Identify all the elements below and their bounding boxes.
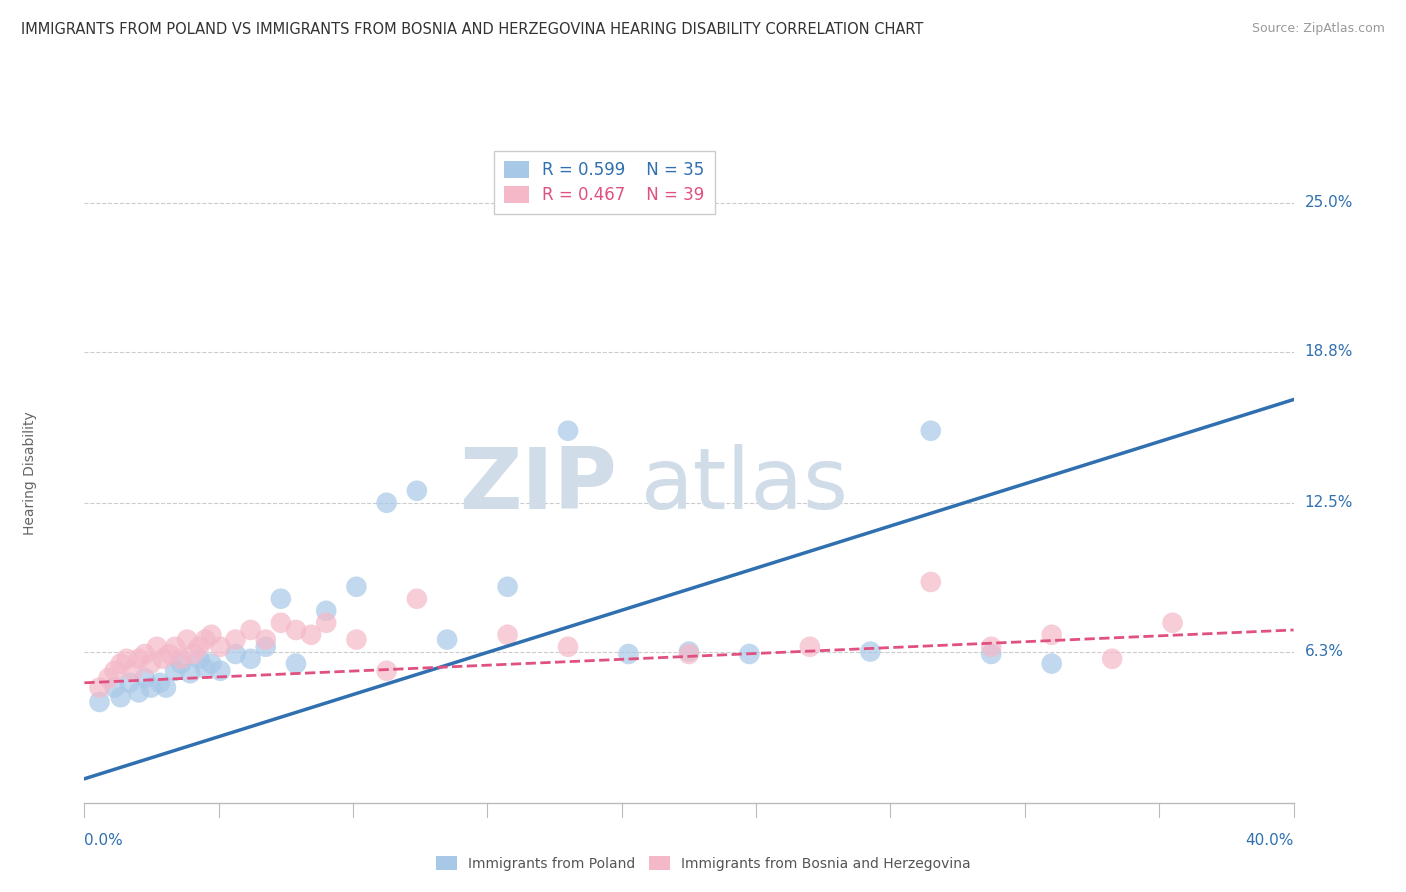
Point [284, 657, 308, 671]
Point [139, 657, 162, 671]
Point [110, 690, 132, 705]
Point [375, 664, 398, 678]
Point [188, 640, 211, 654]
Point [284, 623, 308, 637]
Point [239, 623, 262, 637]
Point [254, 632, 277, 647]
Point [170, 652, 193, 666]
Point [859, 644, 882, 658]
Point [194, 632, 217, 647]
Text: Source: ZipAtlas.com: Source: ZipAtlas.com [1251, 22, 1385, 36]
Point [270, 615, 292, 630]
Text: ZIP: ZIP [458, 444, 616, 527]
Text: 12.5%: 12.5% [1305, 495, 1353, 510]
Point [157, 647, 180, 661]
Point [738, 647, 761, 661]
Point [134, 647, 156, 661]
Text: 18.8%: 18.8% [1305, 344, 1353, 359]
Point [163, 664, 186, 678]
Point [496, 580, 519, 594]
Point [678, 647, 700, 661]
Point [170, 657, 193, 671]
Point [239, 652, 262, 666]
Point [346, 580, 368, 594]
Point [181, 647, 204, 661]
Point [225, 632, 247, 647]
Point [315, 604, 337, 618]
Point [299, 628, 322, 642]
Point [121, 664, 143, 678]
Text: 25.0%: 25.0% [1305, 195, 1353, 211]
Point [163, 640, 186, 654]
Point [179, 666, 201, 681]
Point [980, 640, 1002, 654]
Point [89, 681, 111, 695]
Point [110, 657, 132, 671]
Point [128, 685, 150, 699]
Point [128, 652, 150, 666]
Point [346, 632, 368, 647]
Point [920, 574, 942, 589]
Point [678, 644, 700, 658]
Point [188, 652, 211, 666]
Point [1040, 628, 1063, 642]
Point [270, 591, 292, 606]
Point [194, 661, 217, 675]
Point [980, 647, 1002, 661]
Point [146, 640, 169, 654]
Point [406, 591, 429, 606]
Point [225, 647, 247, 661]
Point [557, 640, 579, 654]
Text: IMMIGRANTS FROM POLAND VS IMMIGRANTS FROM BOSNIA AND HERZEGOVINA HEARING DISABIL: IMMIGRANTS FROM POLAND VS IMMIGRANTS FRO… [21, 22, 924, 37]
Point [200, 628, 222, 642]
Point [557, 424, 579, 438]
Point [149, 675, 172, 690]
Text: 6.3%: 6.3% [1305, 644, 1344, 659]
Legend: R = 0.599    N = 35, R = 0.467    N = 39: R = 0.599 N = 35, R = 0.467 N = 39 [494, 151, 714, 214]
Point [436, 632, 458, 647]
Point [799, 640, 821, 654]
Point [104, 664, 127, 678]
Point [617, 647, 640, 661]
Point [115, 652, 138, 666]
Point [139, 681, 162, 695]
Point [406, 483, 429, 498]
Point [104, 681, 127, 695]
Point [134, 671, 156, 685]
Text: 0.0%: 0.0% [84, 833, 124, 848]
Point [176, 632, 198, 647]
Point [200, 657, 222, 671]
Point [375, 496, 398, 510]
Point [1040, 657, 1063, 671]
Point [155, 681, 177, 695]
Point [920, 424, 942, 438]
Point [254, 640, 277, 654]
Point [152, 652, 174, 666]
Text: 40.0%: 40.0% [1246, 833, 1294, 848]
Point [209, 640, 232, 654]
Point [1161, 615, 1184, 630]
Point [89, 695, 111, 709]
Point [118, 675, 141, 690]
Point [209, 664, 232, 678]
Legend: Immigrants from Poland, Immigrants from Bosnia and Herzegovina: Immigrants from Poland, Immigrants from … [430, 850, 976, 876]
Point [97, 671, 120, 685]
Point [1101, 652, 1123, 666]
Text: Hearing Disability: Hearing Disability [22, 411, 37, 534]
Point [496, 628, 519, 642]
Text: atlas: atlas [641, 444, 849, 527]
Point [315, 615, 337, 630]
